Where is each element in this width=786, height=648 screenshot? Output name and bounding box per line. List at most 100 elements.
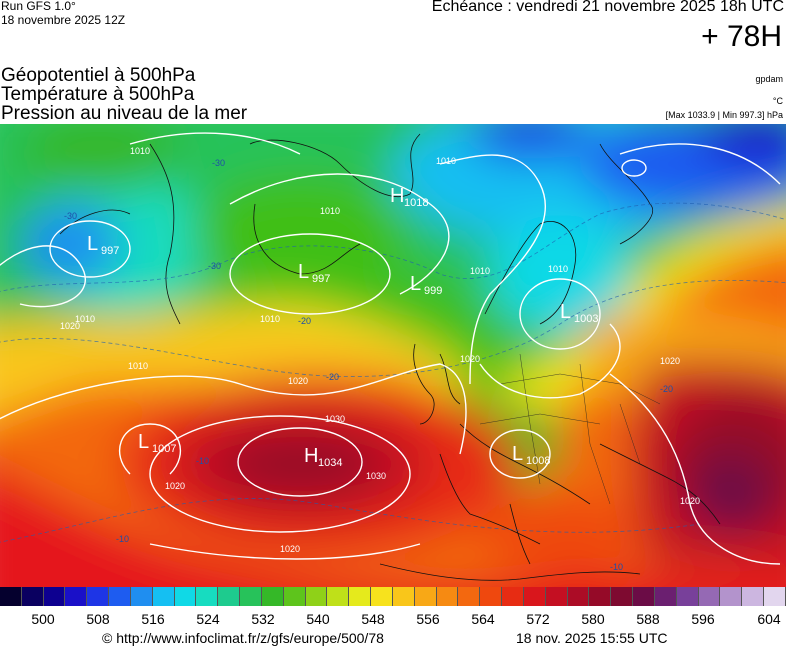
pc-2-value: 1018 (404, 197, 428, 209)
scale-swatch (174, 587, 197, 606)
scale-swatch (196, 587, 219, 606)
pc-3-value: 997 (312, 273, 330, 285)
scale-swatch (109, 587, 131, 606)
echeance-label: Echéance : vendredi 21 novembre 2025 18h… (431, 0, 784, 15)
scale-swatch (545, 587, 568, 606)
scale-swatch (371, 587, 393, 606)
scale-swatch (611, 587, 634, 606)
isobar-label: 1020 (460, 354, 480, 364)
scale-tick-label: 500 (31, 611, 55, 627)
pc-5-value: 1003 (574, 313, 598, 325)
pc-8-value: 1008 (526, 455, 550, 467)
scale-swatch (502, 587, 524, 606)
scale-swatch (392, 587, 415, 606)
scale-tick-label: 596 (691, 611, 715, 627)
pc-8-letter: L (512, 443, 523, 465)
scale-swatch (240, 587, 262, 606)
scale-tick-label: 556 (416, 611, 440, 627)
temp-label: -30 (64, 211, 77, 221)
weather-map: L 997 H 1018 L 997 L 999 L 1003 L 1007 H… (0, 124, 786, 587)
isobar-label: 1030 (366, 471, 386, 481)
scale-swatch (567, 587, 590, 606)
isobar-label: 1010 (75, 314, 95, 324)
title-pressure: Pression au niveau de la mer (1, 103, 248, 124)
temp-label: -20 (660, 384, 673, 394)
generated-date: 18 nov. 2025 15:55 UTC (516, 630, 668, 646)
scale-swatch (152, 587, 175, 606)
color-scale (0, 587, 786, 606)
scale-swatch (763, 587, 786, 606)
scale-swatch (283, 587, 306, 606)
unit-gpdam: gpdam (755, 74, 783, 84)
scale-tick-label: 524 (196, 611, 220, 627)
temp-label: -30 (208, 261, 221, 271)
scale-tick-label: 516 (141, 611, 165, 627)
temp-label: -10 (116, 534, 129, 544)
temp-label: -10 (196, 456, 209, 466)
scale-swatch (633, 587, 655, 606)
map-svg: L 997 H 1018 L 997 L 999 L 1003 L 1007 H… (0, 124, 786, 587)
scale-swatch (523, 587, 546, 606)
pressure-maxmin: [Max 1033.9 | Min 997.3] hPa (665, 110, 783, 120)
pc-6-value: 1007 (152, 443, 176, 455)
scale-swatch (349, 587, 372, 606)
title-geopotential: Géopotentiel à 500hPa (1, 65, 196, 86)
scale-swatch (742, 587, 764, 606)
scale-swatch (130, 587, 153, 606)
scale-tick-label: 548 (361, 611, 385, 627)
scale-tick-label: 604 (757, 611, 781, 627)
isobars (0, 132, 781, 565)
scale-swatch (480, 587, 503, 606)
title-temperature: Température à 500hPa (1, 84, 195, 105)
scale-swatch (458, 587, 481, 606)
scale-swatch (261, 587, 284, 606)
isobar-label: 1010 (128, 361, 148, 371)
borders (479, 353, 661, 505)
temperature-labels: -30 -30 -30 -20 -20 -20 -10 -10 -10 (64, 158, 673, 572)
scale-tick-label: 532 (251, 611, 275, 627)
geopotential-field (0, 124, 786, 587)
pressure-centres: L 997 H 1018 L 997 L 999 L 1003 L 1007 H… (87, 185, 598, 469)
pc-4-letter: L (410, 273, 421, 295)
pc-5-letter: L (560, 301, 571, 323)
scale-swatch (654, 587, 677, 606)
isobar-label: 1020 (280, 544, 300, 554)
pc-1-value: 997 (101, 245, 119, 257)
isobar-label: 1020 (288, 376, 308, 386)
pc-2-letter: H (390, 185, 404, 207)
run-date: 18 novembre 2025 12Z (1, 13, 126, 27)
scale-swatch (87, 587, 110, 606)
isotherms (0, 202, 786, 543)
pc-6-letter: L (138, 431, 149, 453)
scale-swatch (676, 587, 699, 606)
scale-swatch (0, 587, 22, 606)
scale-swatch (720, 587, 743, 606)
isobar-label: 1030 (325, 414, 345, 424)
isobar-label: 1020 (660, 356, 680, 366)
isobar-labels: 1010 1010 1010 1010 1010 1010 1010 1010 … (60, 146, 700, 554)
scale-tick-label: 508 (86, 611, 110, 627)
scale-swatch (698, 587, 721, 606)
scale-swatch (43, 587, 66, 606)
source-url[interactable]: © http://www.infoclimat.fr/z/gfs/europe/… (102, 630, 384, 646)
temp-label: -30 (212, 158, 225, 168)
isobar-label: 1010 (548, 264, 568, 274)
scale-swatch (21, 587, 44, 606)
scale-tick-label: 564 (471, 611, 495, 627)
scale-swatch (65, 587, 88, 606)
isobar-label: 1020 (680, 496, 700, 506)
scale-swatch (589, 587, 612, 606)
scale-swatch (436, 587, 459, 606)
temp-label: -20 (298, 316, 311, 326)
scale-swatch (305, 587, 328, 606)
isobar-label: 1020 (165, 481, 185, 491)
isobar-label: 1010 (470, 266, 490, 276)
scale-tick-label: 588 (636, 611, 660, 627)
scale-swatch (327, 587, 350, 606)
temp-label: -10 (610, 562, 623, 572)
isobar-label: 1020 (60, 321, 80, 331)
unit-celsius: °C (772, 96, 783, 106)
scale-tick-label: 572 (526, 611, 550, 627)
isobar-label: 1010 (320, 206, 340, 216)
scale-tick-label: 540 (306, 611, 330, 627)
